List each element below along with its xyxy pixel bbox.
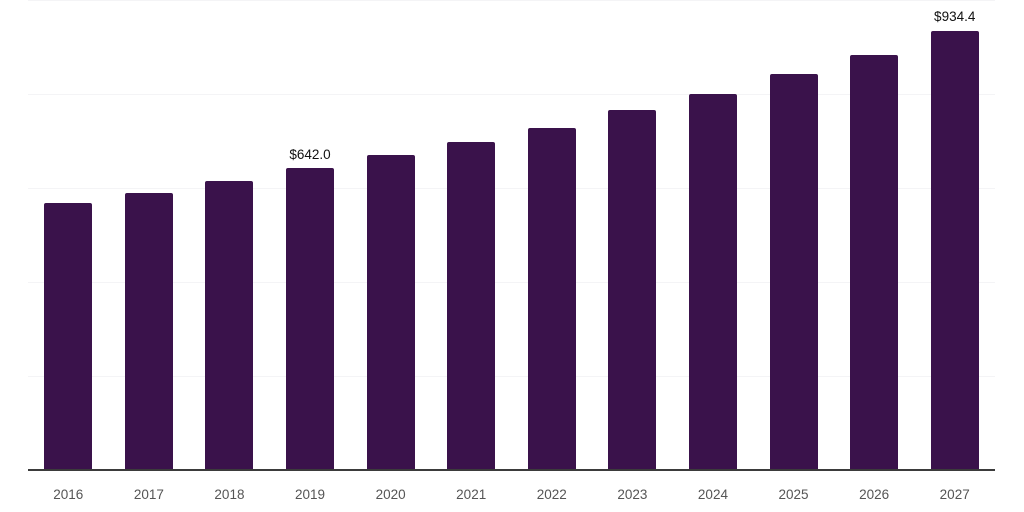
bar-value-label: $642.0 (289, 146, 331, 162)
gridline (28, 0, 995, 1)
gridline (28, 94, 995, 95)
bar-group[interactable] (124, 0, 173, 470)
bar-group[interactable] (688, 0, 737, 470)
bar[interactable] (527, 128, 576, 470)
bar[interactable] (124, 193, 173, 470)
x-tick-label: 2017 (133, 487, 164, 502)
bar[interactable] (688, 93, 737, 470)
bar-group[interactable] (769, 0, 818, 470)
gridline (28, 376, 995, 377)
bar-group[interactable] (366, 0, 415, 470)
x-tick-label: 2016 (53, 487, 84, 502)
gridline (28, 282, 995, 283)
bar[interactable] (769, 73, 818, 470)
bar-group[interactable] (205, 0, 254, 470)
x-tick-label: 2024 (697, 487, 728, 502)
x-tick-label: 2020 (375, 487, 406, 502)
bar[interactable] (930, 30, 979, 470)
x-tick-label: 2023 (617, 487, 648, 502)
bar-group[interactable] (447, 0, 496, 470)
bar[interactable] (366, 155, 415, 470)
bar-group[interactable] (608, 0, 657, 470)
x-tick-label: 2027 (939, 487, 970, 502)
bar[interactable] (205, 181, 254, 470)
bar-group[interactable] (850, 0, 899, 470)
x-tick-label: 2018 (214, 487, 245, 502)
x-tick-label: 2022 (536, 487, 567, 502)
bar-group[interactable]: $642.0 (286, 0, 335, 470)
bar-value-label: $934.4 (934, 9, 976, 25)
x-tick-label: 2025 (778, 487, 809, 502)
x-axis-labels: 2016 2017 2018 2019 2020 2021 2022 2023 2024 2025… (28, 470, 995, 512)
bar[interactable] (44, 203, 93, 470)
plot-area: $642.0 $934.4 (28, 0, 995, 470)
x-tick-label: 2026 (859, 487, 890, 502)
bar-group[interactable]: $934.4 (930, 0, 979, 470)
bar-group[interactable] (527, 0, 576, 470)
x-axis-line (28, 469, 995, 471)
x-tick-label: 2019 (295, 487, 326, 502)
gridline (28, 188, 995, 189)
bar[interactable] (850, 54, 899, 470)
x-tick-label: 2021 (456, 487, 487, 502)
bar[interactable] (286, 168, 335, 470)
bar[interactable] (608, 110, 657, 470)
bar[interactable] (447, 142, 496, 470)
bar-group[interactable] (44, 0, 93, 470)
